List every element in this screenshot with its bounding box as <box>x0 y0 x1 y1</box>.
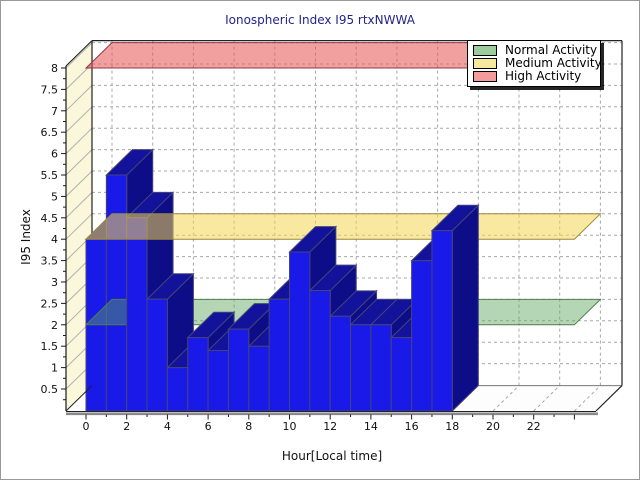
x-axis-title: Hour[Local time] <box>281 449 383 463</box>
y-tick-label: 3 <box>51 276 58 289</box>
y-tick-label: 2 <box>51 319 58 332</box>
legend-item-medium-activity: Medium Activity <box>473 56 602 70</box>
bar-front-face <box>411 260 433 412</box>
x-tick-label: 12 <box>323 420 337 433</box>
x-tick-label: 22 <box>527 420 541 433</box>
floor-right-edge <box>595 385 623 412</box>
x-tick-label: 8 <box>245 420 252 433</box>
bar-front-face <box>105 174 128 412</box>
legend-swatch-icon <box>473 58 497 69</box>
y-tick-label: 3.5 <box>41 255 59 268</box>
x-tick-label: 14 <box>364 420 378 433</box>
x-tick-label: 18 <box>445 420 459 433</box>
bar-front-face <box>370 324 392 412</box>
x-tick-label: 10 <box>283 420 297 433</box>
y-tick-label: 6.5 <box>41 126 59 139</box>
wall-hatch-line <box>65 192 93 219</box>
y-tick-label: 4.5 <box>41 212 59 225</box>
floor-gridline <box>533 385 561 412</box>
y-tick-label: 1 <box>51 362 58 375</box>
y-tick-label: 7 <box>51 105 58 118</box>
y-tick-label: 8 <box>51 62 58 75</box>
bar-front-face <box>431 230 453 412</box>
wall-hatch-line <box>65 149 93 176</box>
legend-swatch-icon <box>473 71 497 82</box>
y-tick-label: 0.5 <box>41 383 59 396</box>
floor-left-edge <box>65 385 93 412</box>
y-tick-label: 5.5 <box>41 169 59 182</box>
legend-label: High Activity <box>505 69 582 83</box>
x-tick-label: 16 <box>405 420 419 433</box>
x-tick-label: 4 <box>164 420 171 433</box>
bar-front-face <box>329 315 352 412</box>
bar-front-face <box>227 328 250 412</box>
x-tick-label: 20 <box>486 420 500 433</box>
legend-item-high-activity: High Activity <box>473 70 600 83</box>
y-tick-label: 6 <box>51 148 58 161</box>
bar-front-face <box>187 337 209 412</box>
y-tick-label: 2.5 <box>41 297 59 310</box>
floor-gridline <box>574 385 601 412</box>
bar-front-face <box>350 324 372 412</box>
legend-swatch-icon <box>473 45 497 56</box>
bar-front-face <box>289 251 311 412</box>
legend: Normal Activity Medium Activity High Activ… <box>467 40 602 87</box>
y-axis-title: I95 Index <box>19 209 33 265</box>
bar-front-face <box>207 349 229 412</box>
chart-title: Ionospheric Index I95 rtxNWWA <box>225 13 415 27</box>
x-tick-label: 6 <box>205 420 212 433</box>
wall-hatch-line <box>65 170 93 197</box>
bar-front-face <box>248 345 270 412</box>
bar-front-face <box>268 298 290 412</box>
bar-side-face <box>451 204 479 413</box>
bar-front-face <box>390 337 413 412</box>
bar-hour-17 <box>430 204 480 413</box>
x-tick-label: 0 <box>83 420 90 433</box>
x-tick-label: 2 <box>123 420 130 433</box>
wall-hatch-line <box>65 213 93 240</box>
wall-hatch-line <box>65 42 93 69</box>
bar-front-face <box>166 367 189 412</box>
y-tick-label: 5 <box>51 190 58 203</box>
legend-label: Normal Activity <box>505 43 598 57</box>
bar-front-face <box>309 290 331 412</box>
y-tick-label: 7.5 <box>41 83 59 96</box>
wall-top-edge <box>65 40 93 67</box>
floor-gridline <box>492 385 520 412</box>
legend-item-normal-activity: Normal Activity <box>473 44 600 57</box>
wall-hatch-line <box>65 127 93 154</box>
y-tick-label: 1.5 <box>41 340 59 353</box>
threshold-plane-medium-activity <box>84 213 602 240</box>
bar-front-face <box>146 298 168 412</box>
y-tick-label: 4 <box>51 233 58 246</box>
wall-hatch-line <box>65 106 93 133</box>
bar-front-face <box>126 217 148 412</box>
legend-label: Medium Activity <box>505 56 602 70</box>
wall-hatch-line <box>65 85 93 112</box>
